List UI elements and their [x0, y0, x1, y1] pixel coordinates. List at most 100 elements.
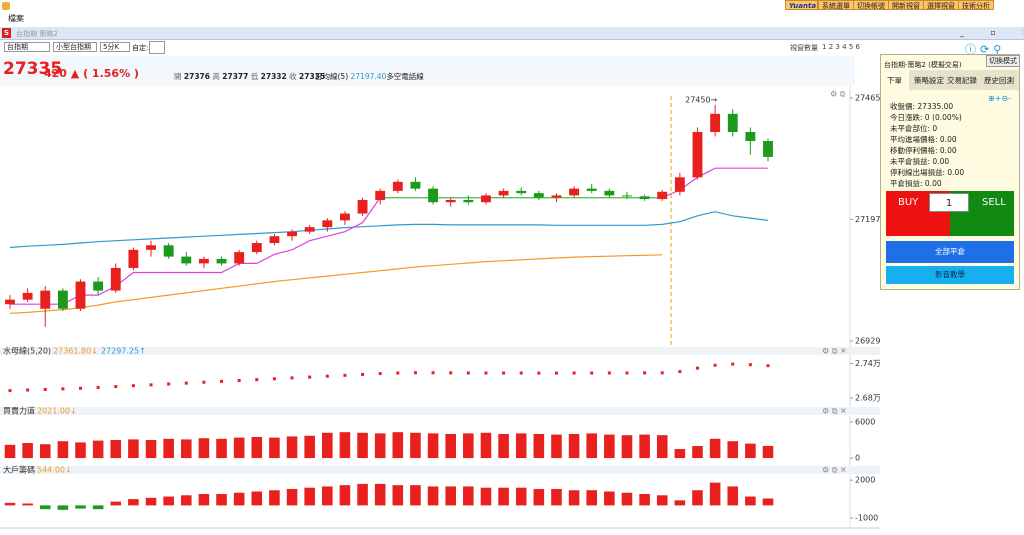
- candle-body: [498, 190, 509, 196]
- dot: [572, 371, 576, 375]
- dot: [325, 374, 329, 378]
- panel-title: 大戶籌碼: [3, 465, 35, 475]
- bar: [568, 490, 580, 506]
- menu-button[interactable]: 切換帳號: [853, 0, 889, 10]
- bar: [39, 505, 51, 510]
- count[interactable]: 4: [842, 43, 847, 51]
- bar: [692, 446, 703, 459]
- candle-body: [569, 188, 580, 196]
- panel-icons: ⚙ ⧉ ✕: [822, 466, 847, 475]
- info-line: 移動停利價格: 0.00: [890, 146, 957, 155]
- count[interactable]: 1: [822, 43, 827, 51]
- bar: [410, 432, 421, 459]
- tab[interactable]: 歷史回測: [984, 76, 1014, 85]
- panel-header: [0, 407, 880, 415]
- menu-button[interactable]: 技術分析: [958, 0, 994, 10]
- bar: [463, 433, 474, 459]
- bar: [233, 492, 245, 506]
- tab-bar: [881, 70, 1019, 90]
- candle-body: [339, 213, 350, 221]
- bar: [180, 439, 192, 459]
- bar: [463, 486, 474, 506]
- charts: ⚙ ⧉ 26929 27197 27465 27450→ 水母線(5,20) 27361.8…: [0, 86, 880, 529]
- panel-icons: ⚙ ⧉ ✕: [822, 407, 847, 416]
- dot: [643, 371, 647, 375]
- dot: [607, 371, 611, 375]
- window-counts[interactable]: 1 2 3 4 5 6: [822, 43, 860, 51]
- count[interactable]: 6: [855, 43, 860, 51]
- select[interactable]: 5分K: [100, 42, 130, 52]
- sell-button[interactable]: SELL: [950, 191, 1014, 236]
- dot: [413, 371, 417, 375]
- dot: [484, 371, 488, 375]
- y-tick-label: 2.74万: [855, 359, 880, 368]
- bar: [145, 497, 157, 506]
- value: 27335: [299, 72, 326, 81]
- custom-input[interactable]: [149, 41, 165, 54]
- dot: [149, 383, 153, 387]
- candle-body: [639, 196, 650, 200]
- bar: [639, 434, 650, 459]
- menu-button[interactable]: 系統選單: [818, 0, 854, 10]
- quote-ma: 日均線(5) 27197.40多空電話線: [315, 71, 424, 82]
- bar: [692, 490, 703, 506]
- tab[interactable]: 交易記錄: [947, 76, 977, 85]
- candle-body: [657, 191, 668, 200]
- menu-button[interactable]: 選擇視窗: [923, 0, 959, 10]
- bar: [674, 449, 686, 459]
- dot: [184, 381, 188, 385]
- candle-body: [586, 188, 597, 191]
- bar: [410, 485, 421, 506]
- y-tick-label: 26929: [855, 336, 880, 345]
- select[interactable]: 小型台指期: [53, 42, 97, 52]
- candle-body: [269, 236, 280, 244]
- select[interactable]: 台指期: [4, 42, 50, 52]
- bar: [515, 487, 527, 506]
- label: 低: [250, 72, 259, 81]
- file-menu[interactable]: 檔案: [8, 14, 24, 23]
- bar: [163, 438, 174, 459]
- bar: [709, 438, 721, 459]
- bar: [745, 443, 756, 459]
- menu-button[interactable]: 開新視窗: [888, 0, 924, 10]
- dot: [590, 371, 594, 375]
- readout: 27361.80↓: [53, 347, 98, 356]
- y-tick-label: 27197: [855, 215, 880, 224]
- tab[interactable]: 策略設定: [914, 76, 944, 85]
- dot: [431, 371, 435, 375]
- indicator-line: [10, 167, 768, 305]
- bar: [198, 438, 210, 459]
- candle-body: [516, 190, 527, 194]
- readout: 27297.25↑: [101, 347, 146, 356]
- info-line: 收盤價: 27335.00: [890, 102, 954, 111]
- dot: [290, 376, 294, 380]
- candle-body: [745, 131, 756, 142]
- y-tick-label: 6000: [855, 417, 875, 426]
- bar: [374, 483, 386, 506]
- candle-body: [410, 181, 421, 189]
- bar: [621, 435, 633, 459]
- window-controls[interactable]: _ ▫ ✕: [960, 28, 1024, 37]
- close-all-button[interactable]: 全部平倉: [886, 241, 1014, 263]
- panel-icons: ⚙ ⧉: [830, 90, 846, 99]
- window-count-label: 視窗數量: [790, 44, 818, 52]
- count[interactable]: 3: [835, 43, 840, 51]
- dot: [713, 363, 717, 367]
- tutorial-button[interactable]: 影音教學: [886, 266, 1014, 284]
- toolbar-icons[interactable]: ⓘ⟳⚲: [965, 43, 1006, 56]
- count[interactable]: 5: [848, 43, 854, 51]
- dot: [61, 387, 65, 391]
- candle-body: [445, 199, 456, 203]
- count[interactable]: 2: [828, 43, 834, 51]
- zoom-icons[interactable]: ⊕+⊖-: [988, 94, 1011, 103]
- tab[interactable]: 下單: [887, 76, 902, 85]
- candle-body: [146, 245, 156, 250]
- dot: [378, 372, 382, 376]
- mode-button[interactable]: 切換模式: [986, 55, 1020, 67]
- candle-body: [110, 267, 121, 291]
- quantity-input[interactable]: 1: [929, 193, 969, 212]
- dot: [625, 371, 629, 375]
- custom-label: 自定:: [132, 44, 149, 52]
- logo[interactable]: Yuanta: [785, 0, 818, 10]
- dot: [343, 373, 347, 377]
